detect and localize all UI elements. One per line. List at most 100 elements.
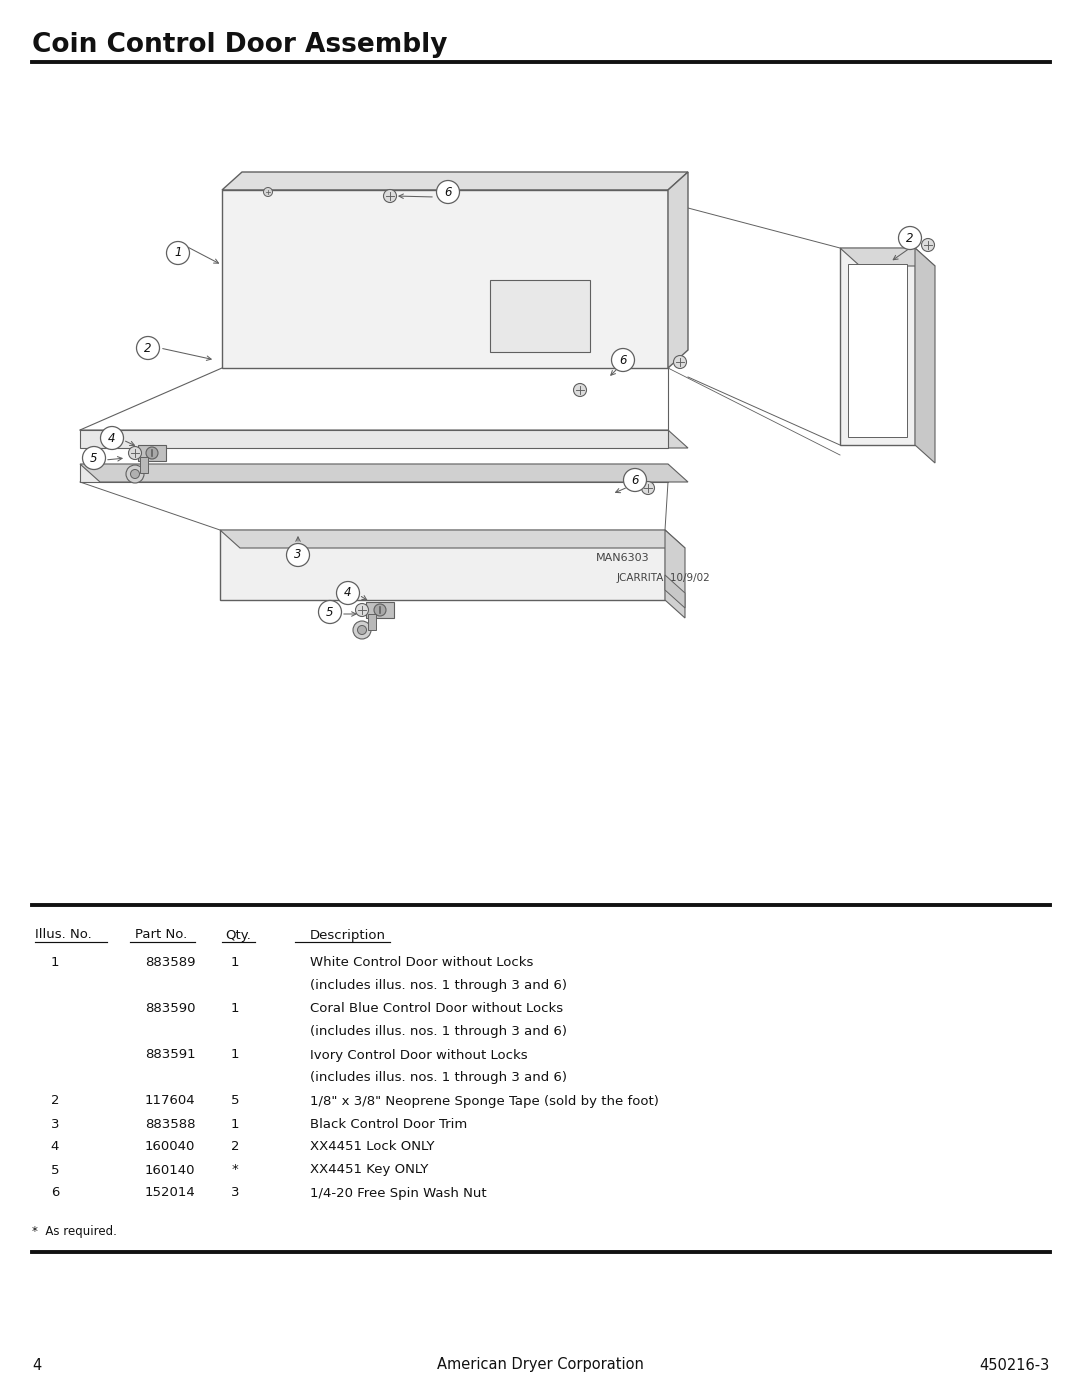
- Text: (includes illus. nos. 1 through 3 and 6): (includes illus. nos. 1 through 3 and 6): [310, 1071, 567, 1084]
- Text: 2: 2: [231, 1140, 240, 1154]
- Polygon shape: [80, 464, 688, 482]
- Text: Illus. No.: Illus. No.: [35, 929, 92, 942]
- Polygon shape: [366, 602, 394, 617]
- Text: 2: 2: [906, 232, 914, 244]
- Circle shape: [642, 482, 654, 495]
- Text: 6: 6: [631, 474, 638, 486]
- Text: Ivory Control Door without Locks: Ivory Control Door without Locks: [310, 1049, 528, 1062]
- Text: *: *: [231, 1164, 239, 1176]
- Circle shape: [82, 447, 106, 469]
- Circle shape: [126, 465, 144, 483]
- Circle shape: [136, 337, 160, 359]
- Text: 160040: 160040: [145, 1140, 195, 1154]
- Text: 4: 4: [108, 432, 116, 444]
- Text: 1: 1: [231, 1049, 240, 1062]
- Circle shape: [921, 239, 934, 251]
- Polygon shape: [220, 529, 665, 599]
- Text: (includes illus. nos. 1 through 3 and 6): (includes illus. nos. 1 through 3 and 6): [310, 979, 567, 992]
- Text: 3: 3: [51, 1118, 59, 1130]
- Polygon shape: [368, 615, 376, 630]
- Circle shape: [286, 543, 310, 567]
- Text: Black Control Door Trim: Black Control Door Trim: [310, 1118, 468, 1130]
- Text: 6: 6: [51, 1186, 59, 1200]
- Text: 117604: 117604: [145, 1094, 195, 1108]
- Text: 1: 1: [51, 957, 59, 970]
- Polygon shape: [80, 464, 669, 482]
- Polygon shape: [665, 529, 685, 617]
- Polygon shape: [80, 430, 688, 448]
- Text: 1: 1: [174, 246, 181, 260]
- Text: 883588: 883588: [145, 1118, 195, 1130]
- Text: 4: 4: [51, 1140, 59, 1154]
- Polygon shape: [138, 446, 166, 461]
- Text: MAN6303: MAN6303: [596, 553, 650, 563]
- Polygon shape: [669, 172, 688, 367]
- Polygon shape: [840, 249, 935, 265]
- Text: 1/4-20 Free Spin Wash Nut: 1/4-20 Free Spin Wash Nut: [310, 1186, 487, 1200]
- Text: 6: 6: [444, 186, 451, 198]
- Circle shape: [357, 626, 366, 634]
- Text: 4: 4: [345, 587, 352, 599]
- Text: Qty.: Qty.: [225, 929, 251, 942]
- Text: 883590: 883590: [145, 1003, 195, 1016]
- Text: 1: 1: [231, 957, 240, 970]
- Circle shape: [623, 468, 647, 492]
- Circle shape: [374, 604, 386, 616]
- Polygon shape: [665, 576, 685, 608]
- Text: American Dryer Corporation: American Dryer Corporation: [436, 1358, 644, 1372]
- Circle shape: [337, 581, 360, 605]
- Circle shape: [353, 622, 372, 638]
- Text: 1: 1: [231, 1003, 240, 1016]
- Text: 5: 5: [326, 605, 334, 619]
- Circle shape: [131, 469, 139, 479]
- Circle shape: [264, 187, 272, 197]
- Polygon shape: [220, 529, 685, 548]
- Text: 5: 5: [91, 451, 98, 464]
- Text: Part No.: Part No.: [135, 929, 187, 942]
- Text: Description: Description: [310, 929, 386, 942]
- Text: 1: 1: [231, 1118, 240, 1130]
- Text: 450216-3: 450216-3: [980, 1358, 1050, 1372]
- Circle shape: [436, 180, 459, 204]
- Polygon shape: [840, 249, 915, 446]
- Text: 5: 5: [51, 1164, 59, 1176]
- Text: 3: 3: [294, 549, 301, 562]
- Text: XX4451 Lock ONLY: XX4451 Lock ONLY: [310, 1140, 434, 1154]
- Circle shape: [319, 601, 341, 623]
- Circle shape: [611, 348, 635, 372]
- Text: White Control Door without Locks: White Control Door without Locks: [310, 957, 534, 970]
- Text: 4: 4: [32, 1358, 41, 1372]
- Text: Coin Control Door Assembly: Coin Control Door Assembly: [32, 32, 447, 59]
- Text: 883589: 883589: [145, 957, 195, 970]
- Circle shape: [146, 447, 158, 460]
- Polygon shape: [222, 190, 669, 367]
- Circle shape: [674, 355, 687, 369]
- Text: 160140: 160140: [145, 1164, 195, 1176]
- Polygon shape: [490, 279, 590, 352]
- Circle shape: [383, 190, 396, 203]
- Text: 2: 2: [145, 341, 152, 355]
- Polygon shape: [140, 457, 148, 474]
- Circle shape: [166, 242, 189, 264]
- Text: (includes illus. nos. 1 through 3 and 6): (includes illus. nos. 1 through 3 and 6): [310, 1025, 567, 1038]
- Text: *  As required.: * As required.: [32, 1225, 117, 1239]
- Text: Coral Blue Control Door without Locks: Coral Blue Control Door without Locks: [310, 1003, 563, 1016]
- Circle shape: [355, 604, 368, 616]
- Circle shape: [899, 226, 921, 250]
- Text: 3: 3: [231, 1186, 240, 1200]
- Text: 6: 6: [619, 353, 626, 366]
- Text: 5: 5: [231, 1094, 240, 1108]
- Text: 2: 2: [51, 1094, 59, 1108]
- Text: 883591: 883591: [145, 1049, 195, 1062]
- Text: JCARRITA  10/9/02: JCARRITA 10/9/02: [617, 573, 711, 583]
- Circle shape: [573, 384, 586, 397]
- Polygon shape: [915, 249, 935, 462]
- Circle shape: [446, 187, 455, 197]
- Text: 152014: 152014: [145, 1186, 195, 1200]
- Polygon shape: [848, 264, 907, 437]
- Circle shape: [129, 447, 141, 460]
- Circle shape: [100, 426, 123, 450]
- Polygon shape: [80, 430, 669, 448]
- Polygon shape: [222, 172, 688, 190]
- Text: 1/8" x 3/8" Neoprene Sponge Tape (sold by the foot): 1/8" x 3/8" Neoprene Sponge Tape (sold b…: [310, 1094, 659, 1108]
